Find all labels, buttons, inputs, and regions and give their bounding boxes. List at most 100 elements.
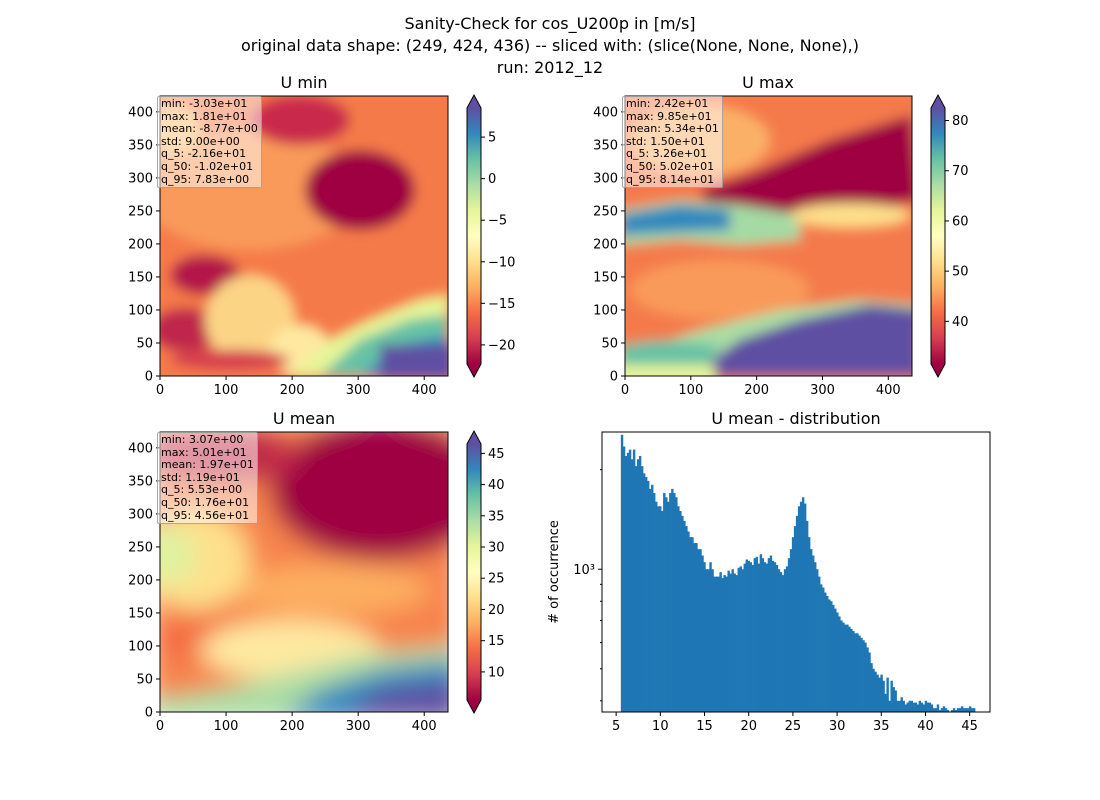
y-tick-label: 400 xyxy=(593,105,618,120)
histogram-bar xyxy=(733,573,736,712)
histogram-bar xyxy=(830,601,833,712)
colorbar-tick-label: 15 xyxy=(488,634,505,649)
histogram-bar xyxy=(775,564,779,712)
histogram-bar xyxy=(655,501,658,712)
stat-line: mean: -8.77e+00 xyxy=(161,122,258,136)
y-tick-label: 100 xyxy=(128,303,153,318)
y-tick-label: 200 xyxy=(128,237,153,252)
stat-line: std: 1.19e+01 xyxy=(161,470,240,484)
histogram-bar xyxy=(789,549,793,712)
x-tick-label: 400 xyxy=(876,383,901,398)
histogram-bar xyxy=(811,555,815,712)
histogram-bar xyxy=(820,584,823,712)
histogram-bar xyxy=(657,506,660,712)
histogram-bar xyxy=(765,563,769,712)
histogram-bar xyxy=(840,620,843,712)
histogram-bar xyxy=(715,576,718,712)
stat-line: min: 3.07e+00 xyxy=(161,433,244,446)
histogram-bar xyxy=(687,531,690,712)
stat-line: max: 9.85e+01 xyxy=(626,109,712,123)
histogram-bar xyxy=(661,510,664,712)
histogram-bar xyxy=(807,537,811,712)
histogram-bar xyxy=(703,562,706,712)
y-tick-label: 0 xyxy=(610,370,618,385)
histogram-bar xyxy=(749,562,753,712)
histogram-bar xyxy=(826,595,829,712)
histogram-bar xyxy=(691,537,694,712)
panel-u-min-title: U min xyxy=(281,73,328,92)
histogram-bar xyxy=(904,704,907,712)
x-tick-label: 300 xyxy=(346,383,371,398)
u-mean-stats-box: min: 3.07e+00 max: 5.01e+01 mean: 1.97e+… xyxy=(157,432,258,525)
histogram-bar xyxy=(952,708,956,712)
x-tick-label: 300 xyxy=(346,719,371,734)
x-tick-label: 20 xyxy=(740,719,757,734)
histogram-bar xyxy=(906,702,909,712)
histogram-bar xyxy=(916,704,920,712)
u-mean-colorbar: 10 15 20 25 30 35 40 45 xyxy=(466,429,505,715)
histogram-bar xyxy=(626,452,630,712)
x-tick-label: 0 xyxy=(156,383,164,398)
histogram-bar xyxy=(783,569,787,712)
histogram-bar xyxy=(910,700,913,712)
histogram-bar xyxy=(651,484,654,712)
y-tick-label: 50 xyxy=(601,336,618,351)
histogram-bar xyxy=(705,569,708,712)
histogram-bar xyxy=(741,569,744,712)
histogram-bar xyxy=(751,564,755,712)
histogram-bar xyxy=(832,604,835,712)
y-tick-label: 300 xyxy=(593,171,618,186)
histogram-bar xyxy=(856,633,859,712)
histogram-bar xyxy=(638,455,642,712)
y-tick-label: 250 xyxy=(128,204,153,219)
x-tick-label: 0 xyxy=(156,719,164,734)
histogram-bar xyxy=(757,563,761,712)
histogram-bar xyxy=(669,493,672,712)
colorbar-tick-label: 25 xyxy=(488,572,505,587)
stat-line: std: 9.00e+00 xyxy=(161,134,240,148)
stat-line: max: 1.81e+01 xyxy=(161,109,247,123)
histogram-bar xyxy=(632,449,636,712)
histogram-bar xyxy=(747,560,751,712)
histogram-bar xyxy=(646,480,650,712)
histogram-bar xyxy=(640,466,644,712)
histogram-bar xyxy=(896,700,899,712)
histogram-bar xyxy=(799,501,803,712)
y-tick-label: 50 xyxy=(136,336,153,351)
histogram-y-label: # of occurrence xyxy=(547,520,562,624)
histogram-bar xyxy=(852,631,855,712)
histogram-bar xyxy=(950,710,954,712)
histogram-bar xyxy=(699,549,702,712)
histogram-bar xyxy=(882,680,885,712)
y-tick-label: 250 xyxy=(593,204,618,219)
histogram-bar xyxy=(936,704,940,712)
histogram-bar xyxy=(838,616,841,712)
histogram-bar xyxy=(634,466,638,712)
u-min-stats-box: min: -3.03e+01 max: 1.81e+01 mean: -8.77… xyxy=(157,96,262,189)
histogram-bar xyxy=(727,570,730,712)
histogram-bar xyxy=(880,674,883,712)
histogram-bar xyxy=(679,510,682,712)
histogram-bar xyxy=(761,558,765,712)
y-tick-label: 100 xyxy=(593,303,618,318)
histogram-bar xyxy=(781,575,785,712)
histogram-bar xyxy=(816,569,819,712)
histogram-bar xyxy=(717,576,720,712)
colorbar-tick-label: 70 xyxy=(952,164,969,179)
x-tick-label: 35 xyxy=(873,719,890,734)
x-tick-label: 10 xyxy=(652,719,669,734)
x-tick-label: 40 xyxy=(917,719,934,734)
histogram-bar xyxy=(642,473,646,712)
histogram-bar xyxy=(892,687,895,712)
histogram-bar xyxy=(653,493,656,712)
histogram-bar xyxy=(908,700,911,712)
histogram-bar xyxy=(968,706,972,712)
y-tick-label: 0 xyxy=(145,706,153,721)
histogram-bar xyxy=(675,497,678,712)
histogram-bar xyxy=(918,700,922,712)
colorbar-tick-label: 20 xyxy=(488,603,505,618)
x-tick-label: 100 xyxy=(678,383,703,398)
histogram-bar xyxy=(793,526,797,712)
histogram-bar xyxy=(870,663,873,712)
histogram-bar xyxy=(787,558,791,712)
